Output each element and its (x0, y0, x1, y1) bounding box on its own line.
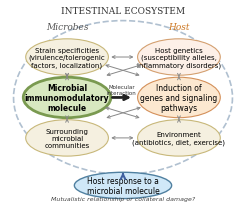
Text: Microbes: Microbes (46, 23, 88, 32)
Ellipse shape (138, 40, 220, 76)
Ellipse shape (26, 120, 108, 156)
Text: Strain specificities
(virulence/tolerogenic
factors, localization): Strain specificities (virulence/toleroge… (29, 47, 106, 68)
Ellipse shape (26, 40, 108, 76)
Text: Host: Host (168, 23, 190, 32)
Text: Environment
(antibiotics, diet, exercise): Environment (antibiotics, diet, exercise… (132, 132, 225, 145)
Text: Molecular
interaction: Molecular interaction (107, 84, 137, 95)
Ellipse shape (138, 78, 220, 118)
Ellipse shape (138, 120, 220, 156)
Ellipse shape (23, 78, 111, 118)
Text: Mutualistic relationship or collateral damage?: Mutualistic relationship or collateral d… (51, 196, 195, 201)
Text: Induction of
genes and signaling
pathways: Induction of genes and signaling pathway… (140, 83, 217, 113)
Text: Microbial
immunomodulatory
molecule: Microbial immunomodulatory molecule (25, 83, 109, 113)
Text: Surrounding
microbial
communities: Surrounding microbial communities (45, 128, 90, 148)
Ellipse shape (74, 172, 172, 198)
Text: Host response to a
microbial molecule: Host response to a microbial molecule (87, 176, 159, 195)
Text: INTESTINAL ECOSYSTEM: INTESTINAL ECOSYSTEM (61, 7, 185, 16)
Text: Host genetics
(susceptibility alleles,
inflammatory disorders): Host genetics (susceptibility alleles, i… (137, 47, 221, 68)
